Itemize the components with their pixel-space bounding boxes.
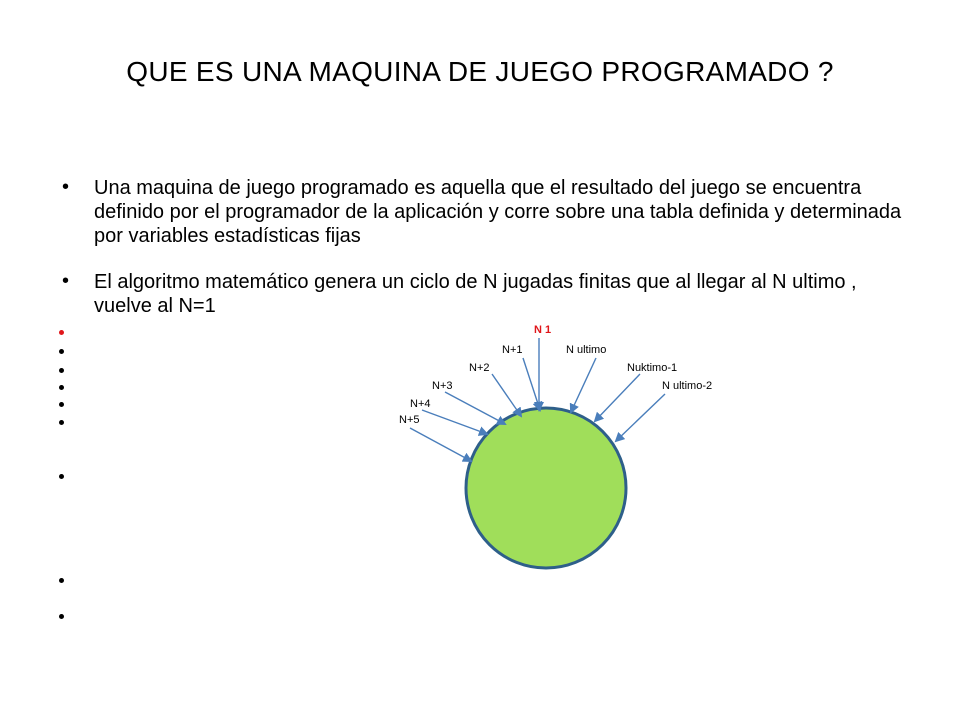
empty-bullet-dot [59,385,64,390]
arrow-nuktimo-1 [593,373,641,423]
label-n-plus-4: N+4 [410,398,431,410]
arrow-n-plus-4 [421,409,489,436]
arrow-n-plus-2 [491,373,523,418]
empty-bullet-dot [59,368,64,373]
arrow-n-plus-3 [444,391,507,425]
arrow-n-ultimo-2 [614,393,666,443]
label-n-ultimo-2: N ultimo-2 [662,380,713,392]
label-nuktimo-1: Nuktimo-1 [627,362,678,374]
empty-bullet-dot [59,474,64,479]
label-n1: N 1 [534,324,552,336]
arrow-n-plus-1 [522,357,543,412]
bullet-text: Una maquina de juego programado es aquel… [94,177,902,247]
empty-bullet-dot [59,578,64,583]
empty-bullet-dot [59,614,64,619]
arrow-n-plus-5 [409,427,473,462]
empty-bullet-dot [59,402,64,407]
bullet-text: El algoritmo matemático genera un ciclo … [94,271,857,317]
arrow-n-ultimo [569,357,597,414]
slide-title: QUE ES UNA MAQUINA DE JUEGO PROGRAMADO ? [126,56,834,87]
label-n-plus-1: N+1 [502,344,523,356]
label-n-plus-5: N+5 [399,414,420,426]
label-n-ultimo: N ultimo [566,344,607,356]
label-n-plus-2: N+2 [469,362,490,374]
empty-bullet-dot [59,330,64,335]
label-n-plus-3: N+3 [432,380,453,392]
empty-bullet-dot [59,349,64,354]
empty-bullet-dot [59,420,64,425]
bullet-dot: • [62,176,70,198]
game-cycle-circle [464,406,628,570]
bullet-dot: • [62,270,70,292]
